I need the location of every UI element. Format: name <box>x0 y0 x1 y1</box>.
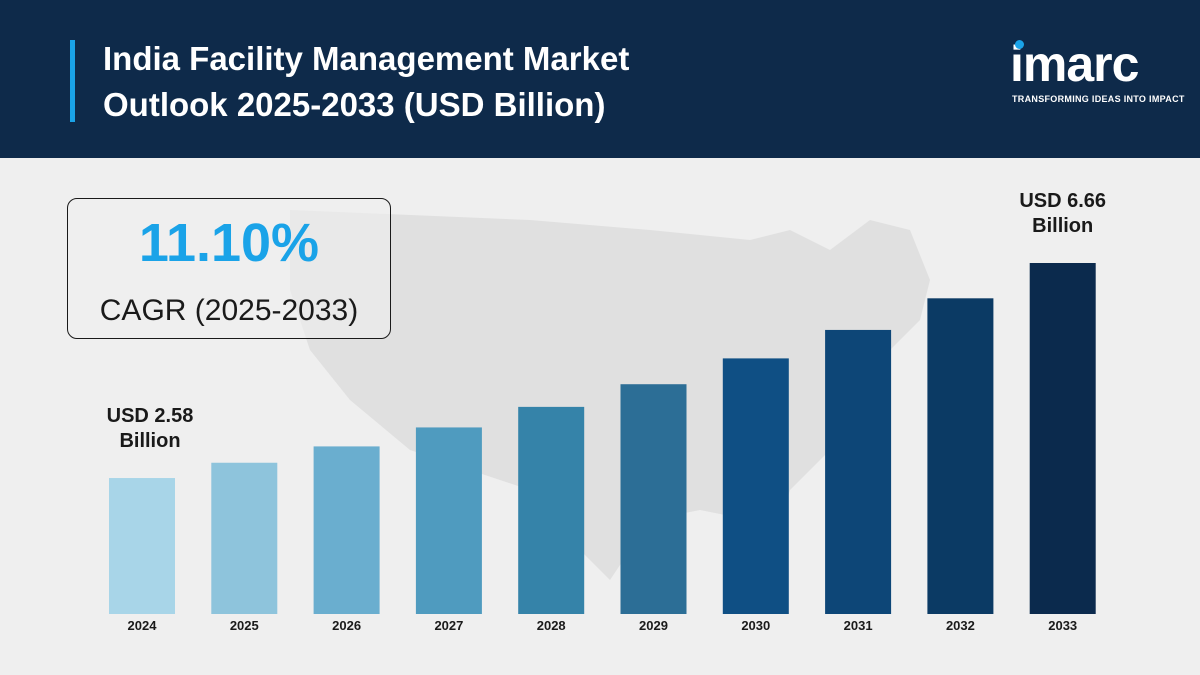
bar-2029 <box>620 384 687 614</box>
bar-2024 <box>109 478 175 614</box>
x-tick-2026: 2026 <box>332 618 361 633</box>
title-accent-bar <box>70 40 75 122</box>
bar-2031 <box>825 329 892 614</box>
data-label-2033-value: USD 6.66 <box>1019 190 1106 212</box>
imarc-logo: imarc TRANSFORMING IDEAS INTO IMPACT <box>1010 36 1184 116</box>
header-banner: India Facility Management Market Outlook… <box>0 0 1200 158</box>
x-tick-2031: 2031 <box>844 618 873 633</box>
x-tick-2024: 2024 <box>128 618 158 633</box>
title-line-1: India Facility Management Market <box>103 40 630 77</box>
cagr-box: 11.10% CAGR (2025-2033) <box>67 198 391 339</box>
x-tick-2029: 2029 <box>639 618 668 633</box>
cagr-label: CAGR (2025-2033) <box>99 294 359 327</box>
bar-2025 <box>211 462 278 614</box>
title-line-2: Outlook 2025-2033 (USD Billion) <box>103 86 606 123</box>
cagr-value: 11.10% <box>138 213 320 273</box>
bar-2032 <box>927 298 994 614</box>
page-title: India Facility Management Market Outlook… <box>103 36 629 128</box>
x-tick-2027: 2027 <box>434 618 463 633</box>
data-label-2033-unit: Billion <box>1032 215 1093 237</box>
x-tick-2033: 2033 <box>1048 618 1077 633</box>
bar-2026 <box>313 446 380 614</box>
x-tick-2030: 2030 <box>741 618 770 633</box>
x-tick-2025: 2025 <box>230 618 259 633</box>
x-tick-2032: 2032 <box>946 618 975 633</box>
logo-wordmark: imarc <box>1010 36 1139 92</box>
bar-2030 <box>722 358 789 614</box>
x-tick-2028: 2028 <box>537 618 566 633</box>
bar-2033 <box>1029 263 1096 614</box>
data-label-2024-unit: Billion <box>119 430 180 452</box>
bar-2028 <box>518 406 585 614</box>
data-label-2024-value: USD 2.58 <box>107 405 194 427</box>
bar-2027 <box>415 427 482 614</box>
logo-tagline: TRANSFORMING IDEAS INTO IMPACT <box>1012 94 1185 104</box>
logo-dot-icon <box>1015 40 1024 49</box>
